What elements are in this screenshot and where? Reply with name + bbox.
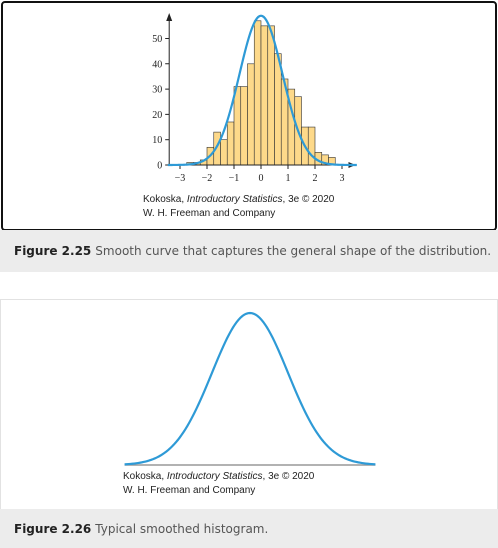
smoothed-curve <box>124 311 376 466</box>
x-tick-label: −3 <box>175 173 186 184</box>
histogram-bar <box>267 25 275 166</box>
y-tick-label: 0 <box>157 161 162 172</box>
credit-book-title: Introductory Statistics <box>186 194 283 205</box>
histogram-chart: 0 10 20 30 40 50 −3 −2 −1 0 1 2 3 <box>152 13 357 184</box>
credit-edition: , 3e © 2020 <box>282 194 335 205</box>
figure-2-26-caption: Figure 2.26 Typical smoothed histogram. <box>0 509 498 548</box>
caption-text: Typical smoothed histogram. <box>95 521 269 536</box>
y-axis-arrow <box>166 13 173 21</box>
figure-2-26-panel: Kokoska, Introductory Statistics, 3e © 2… <box>0 299 498 511</box>
y-tick-label: 30 <box>152 85 162 96</box>
x-tick-label: −2 <box>202 173 213 184</box>
y-tick-label: 10 <box>152 135 162 146</box>
histogram-bar <box>274 53 282 166</box>
credit-publisher: W. H. Freeman and Company <box>143 208 276 219</box>
histogram-bar <box>233 86 242 166</box>
x-tick-label: 2 <box>313 173 318 184</box>
credit-edition: , 3e © 2020 <box>262 471 315 482</box>
histogram-bar <box>307 126 316 166</box>
histogram-bar <box>247 63 255 166</box>
histogram-bar <box>240 86 248 166</box>
figure-2-26-credit: Kokoska, Introductory Statistics, 3e © 2… <box>123 470 314 498</box>
caption-text: Smooth curve that captures the general s… <box>95 244 492 258</box>
x-tick-label: −1 <box>229 173 240 184</box>
x-tick-label: 0 <box>259 173 264 184</box>
credit-citation: Kokoska, Introductory Statistics, 3e © 2… <box>123 470 314 484</box>
figure-2-25-credit: Kokoska, Introductory Statistics, 3e © 2… <box>143 193 334 221</box>
credit-publisher: W. H. Freeman and Company <box>123 485 256 496</box>
y-tick-label: 20 <box>152 110 162 121</box>
caption-label: Figure 2.25 <box>14 244 92 258</box>
smoothed-histogram-chart <box>124 311 376 466</box>
credit-author: Kokoska, <box>143 194 187 205</box>
histogram-bar <box>220 139 228 166</box>
x-tick-label: 3 <box>340 173 345 184</box>
y-tick-label: 40 <box>152 59 162 70</box>
credit-author: Kokoska, <box>123 471 167 482</box>
y-tick-label: 50 <box>152 34 162 45</box>
caption-label: Figure 2.26 <box>14 521 92 536</box>
figure-2-25-caption: Figure 2.25 Smooth curve that captures th… <box>0 230 498 272</box>
histogram-bar <box>226 121 235 166</box>
x-tick-label: 1 <box>286 173 291 184</box>
figure-2-25-panel: 0 10 20 30 40 50 −3 −2 −1 0 1 2 3 Kokoska, Introduct… <box>1 1 497 231</box>
histogram-bar <box>253 20 262 166</box>
histogram-bar <box>260 25 269 166</box>
smooth-curve <box>167 14 357 167</box>
credit-book-title: Introductory Statistics <box>166 471 263 482</box>
credit-citation: Kokoska, Introductory Statistics, 3e © 2… <box>143 193 334 207</box>
